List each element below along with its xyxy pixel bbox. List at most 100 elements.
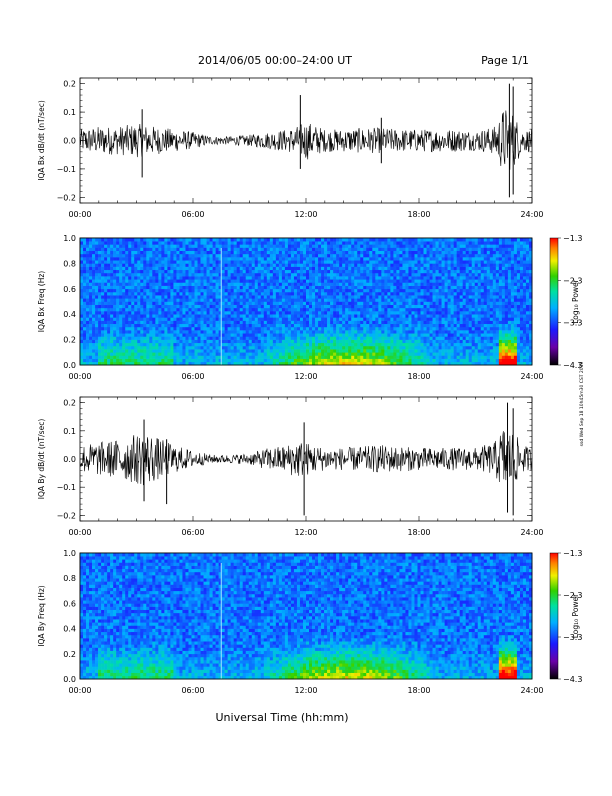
heatmap-cell xyxy=(195,295,198,298)
heatmap-cell xyxy=(297,260,300,263)
heatmap-cell xyxy=(191,349,194,352)
heatmap-cell xyxy=(306,273,309,276)
heatmap-cell xyxy=(198,241,201,244)
heatmap-cell xyxy=(89,298,92,301)
heatmap-cell xyxy=(204,321,207,324)
heatmap-cell xyxy=(131,314,134,317)
heatmap-cell xyxy=(342,279,345,282)
heatmap-cell xyxy=(231,298,234,301)
heatmap-cell xyxy=(375,359,378,362)
heatmap-cell xyxy=(89,257,92,260)
heatmap-cell xyxy=(83,267,86,270)
heatmap-cell xyxy=(363,305,366,308)
heatmap-cell xyxy=(258,238,261,241)
heatmap-cell xyxy=(303,311,306,314)
heatmap-cell xyxy=(80,302,83,305)
heatmap-cell xyxy=(297,279,300,282)
heatmap-cell xyxy=(414,254,417,257)
heatmap-cell xyxy=(264,311,267,314)
heatmap-cell xyxy=(80,251,83,254)
figure-title: 2014/06/05 00:00–24:00 UT xyxy=(198,54,352,67)
heatmap-cell xyxy=(95,333,98,336)
heatmap-cell xyxy=(339,251,342,254)
heatmap-cell xyxy=(185,336,188,339)
heatmap-cell xyxy=(372,251,375,254)
heatmap-cell xyxy=(273,263,276,266)
heatmap-cell xyxy=(113,238,116,241)
heatmap-cell xyxy=(255,355,258,358)
heatmap-cell xyxy=(378,355,381,358)
heatmap-cell xyxy=(433,279,436,282)
heatmap-cell xyxy=(228,263,231,266)
heatmap-cell xyxy=(110,314,113,317)
heatmap-cell xyxy=(89,251,92,254)
heatmap-cell xyxy=(336,270,339,273)
heatmap-cell xyxy=(318,305,321,308)
y-tick-label: −0.2 xyxy=(57,193,76,202)
heatmap-cell xyxy=(170,254,173,257)
heatmap-cell xyxy=(83,279,86,282)
heatmap-cell xyxy=(408,336,411,339)
heatmap-cell xyxy=(80,270,83,273)
heatmap-cell xyxy=(267,349,270,352)
heatmap-cell xyxy=(198,248,201,251)
heatmap-cell xyxy=(237,276,240,279)
heatmap-cell xyxy=(288,340,291,343)
heatmap-cell xyxy=(191,314,194,317)
heatmap-cell xyxy=(424,317,427,320)
heatmap-cell xyxy=(231,263,234,266)
heatmap-cell xyxy=(282,295,285,298)
heatmap-cell xyxy=(309,355,312,358)
heatmap-cell xyxy=(363,289,366,292)
heatmap-cell xyxy=(225,340,228,343)
heatmap-cell xyxy=(261,314,264,317)
heatmap-cell xyxy=(309,244,312,247)
heatmap-cell xyxy=(318,286,321,289)
heatmap-cell xyxy=(297,292,300,295)
heatmap-cell xyxy=(381,330,384,333)
heatmap-cell xyxy=(152,305,155,308)
heatmap-cell xyxy=(167,279,170,282)
heatmap-cell xyxy=(161,286,164,289)
heatmap-cell xyxy=(164,352,167,355)
heatmap-cell xyxy=(213,248,216,251)
heatmap-cell xyxy=(210,260,213,263)
heatmap-cell xyxy=(421,270,424,273)
heatmap-cell xyxy=(252,254,255,257)
heatmap-cell xyxy=(185,305,188,308)
heatmap-cell xyxy=(309,292,312,295)
heatmap-cell xyxy=(107,330,110,333)
heatmap-cell xyxy=(234,273,237,276)
heatmap-cell xyxy=(402,254,405,257)
heatmap-cell xyxy=(249,295,252,298)
heatmap-cell xyxy=(255,295,258,298)
heatmap-cell xyxy=(222,273,225,276)
heatmap-cell xyxy=(372,257,375,260)
heatmap-cell xyxy=(128,333,131,336)
heatmap-cell xyxy=(393,327,396,330)
heatmap-cell xyxy=(134,244,137,247)
heatmap-cell xyxy=(176,346,179,349)
heatmap-cell xyxy=(143,321,146,324)
heatmap-cell xyxy=(128,330,131,333)
heatmap-cell xyxy=(279,298,282,301)
heatmap-cell xyxy=(170,336,173,339)
heatmap-cell xyxy=(182,289,185,292)
heatmap-cell xyxy=(264,292,267,295)
heatmap-cell xyxy=(228,292,231,295)
heatmap-cell xyxy=(366,251,369,254)
heatmap-cell xyxy=(143,279,146,282)
heatmap-cell xyxy=(411,241,414,244)
heatmap-cell xyxy=(116,257,119,260)
heatmap-cell xyxy=(170,327,173,330)
heatmap-cell xyxy=(378,305,381,308)
heatmap-cell xyxy=(261,349,264,352)
heatmap-cell xyxy=(86,324,89,327)
heatmap-cell xyxy=(201,238,204,241)
heatmap-cell xyxy=(390,279,393,282)
heatmap-cell xyxy=(387,336,390,339)
heatmap-cell xyxy=(110,238,113,241)
heatmap-cell xyxy=(414,289,417,292)
heatmap-cell xyxy=(324,279,327,282)
heatmap-cell xyxy=(155,254,158,257)
